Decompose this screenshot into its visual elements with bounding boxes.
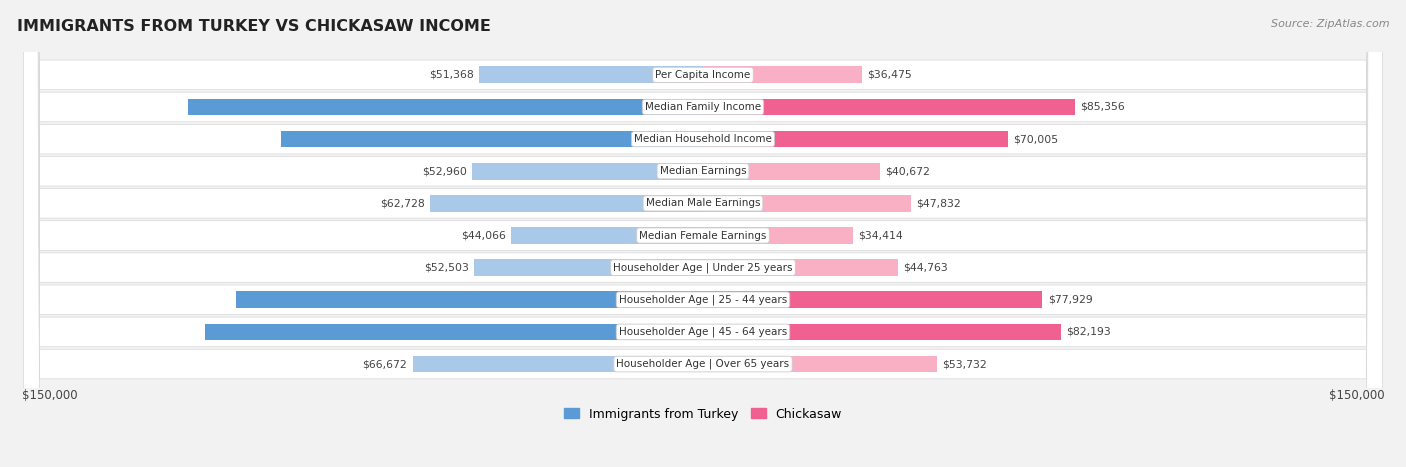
Text: IMMIGRANTS FROM TURKEY VS CHICKASAW INCOME: IMMIGRANTS FROM TURKEY VS CHICKASAW INCO… [17, 19, 491, 34]
Text: $70,005: $70,005 [1014, 134, 1059, 144]
FancyBboxPatch shape [24, 0, 1382, 467]
Text: $52,960: $52,960 [422, 166, 467, 176]
Text: $44,066: $44,066 [461, 231, 506, 241]
Text: Source: ZipAtlas.com: Source: ZipAtlas.com [1271, 19, 1389, 28]
Bar [703, 227, 853, 244]
FancyBboxPatch shape [24, 0, 1382, 467]
FancyBboxPatch shape [24, 0, 1382, 467]
Text: Median Earnings: Median Earnings [659, 166, 747, 176]
Bar [703, 291, 1042, 308]
Legend: Immigrants from Turkey, Chickasaw: Immigrants from Turkey, Chickasaw [558, 403, 848, 425]
Text: $51,368: $51,368 [429, 70, 474, 80]
Text: $77,929: $77,929 [1047, 295, 1092, 305]
Bar [479, 66, 703, 83]
Bar [281, 131, 703, 148]
Bar [703, 195, 911, 212]
Text: $96,964: $96,964 [690, 134, 740, 144]
Text: Median Family Income: Median Family Income [645, 102, 761, 112]
Bar [703, 163, 880, 180]
Text: $82,193: $82,193 [1066, 327, 1111, 337]
Bar [703, 259, 898, 276]
Bar [412, 356, 703, 372]
FancyBboxPatch shape [24, 0, 1382, 467]
Text: $85,356: $85,356 [1080, 102, 1125, 112]
Text: $62,728: $62,728 [380, 198, 425, 208]
Text: $107,258: $107,258 [689, 295, 747, 305]
FancyBboxPatch shape [24, 0, 1382, 467]
Text: $66,672: $66,672 [363, 359, 408, 369]
Text: Per Capita Income: Per Capita Income [655, 70, 751, 80]
Text: $114,407: $114,407 [688, 327, 745, 337]
Text: Median Household Income: Median Household Income [634, 134, 772, 144]
FancyBboxPatch shape [24, 0, 1382, 467]
Text: Householder Age | Under 25 years: Householder Age | Under 25 years [613, 262, 793, 273]
Text: $150,000: $150,000 [1329, 389, 1385, 402]
Text: Median Female Earnings: Median Female Earnings [640, 231, 766, 241]
Text: $150,000: $150,000 [21, 389, 77, 402]
Bar [205, 324, 703, 340]
Text: Householder Age | 45 - 64 years: Householder Age | 45 - 64 years [619, 327, 787, 337]
Bar [703, 324, 1062, 340]
FancyBboxPatch shape [24, 0, 1382, 467]
Bar [703, 66, 862, 83]
Text: $52,503: $52,503 [425, 262, 470, 273]
Bar [472, 163, 703, 180]
Text: $53,732: $53,732 [942, 359, 987, 369]
Bar [510, 227, 703, 244]
Text: Householder Age | 25 - 44 years: Householder Age | 25 - 44 years [619, 295, 787, 305]
Text: $40,672: $40,672 [886, 166, 931, 176]
Bar [703, 99, 1074, 115]
FancyBboxPatch shape [24, 0, 1382, 467]
Bar [703, 356, 936, 372]
Bar [474, 259, 703, 276]
Bar [236, 291, 703, 308]
Text: Householder Age | Over 65 years: Householder Age | Over 65 years [616, 359, 790, 369]
Text: $34,414: $34,414 [858, 231, 903, 241]
FancyBboxPatch shape [24, 0, 1382, 467]
Text: $36,475: $36,475 [868, 70, 912, 80]
Text: Median Male Earnings: Median Male Earnings [645, 198, 761, 208]
Text: $47,832: $47,832 [917, 198, 962, 208]
FancyBboxPatch shape [24, 0, 1382, 467]
Bar [187, 99, 703, 115]
Bar [430, 195, 703, 212]
Bar [703, 131, 1008, 148]
Text: $118,325: $118,325 [688, 102, 745, 112]
Text: $44,763: $44,763 [903, 262, 948, 273]
